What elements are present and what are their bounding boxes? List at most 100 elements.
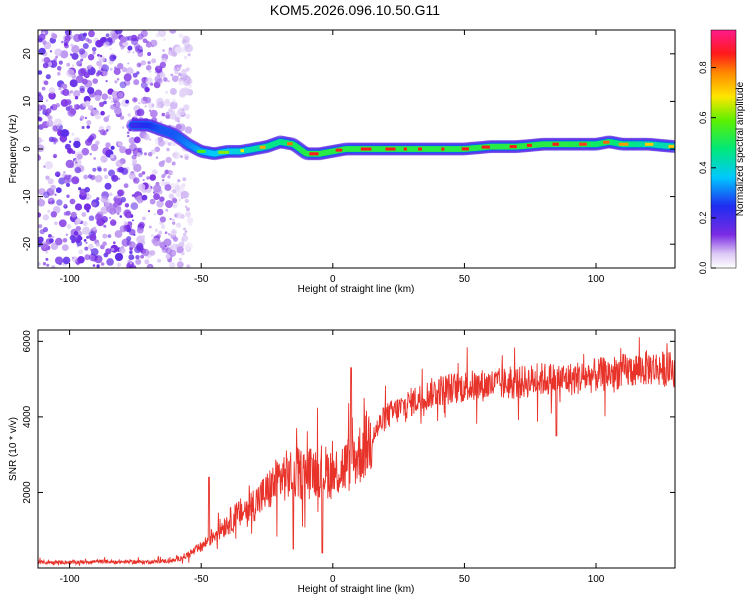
noise-point bbox=[146, 263, 154, 268]
noise-point bbox=[38, 144, 45, 153]
noise-point bbox=[123, 220, 129, 226]
noise-point bbox=[147, 52, 152, 56]
noise-point bbox=[159, 241, 167, 249]
noise-point bbox=[171, 190, 174, 192]
noise-point bbox=[137, 33, 144, 40]
noise-point bbox=[91, 201, 97, 207]
noise-point bbox=[55, 237, 63, 246]
noise-point bbox=[88, 243, 94, 250]
noise-point bbox=[80, 115, 85, 120]
x-tick-label: 50 bbox=[459, 274, 471, 285]
noise-point bbox=[117, 92, 124, 98]
noise-point bbox=[175, 222, 182, 228]
noise-point bbox=[67, 108, 76, 117]
snr-series-line bbox=[38, 337, 675, 566]
colorbar-tick-label: 0.8 bbox=[698, 61, 708, 74]
noise-point bbox=[75, 75, 84, 84]
noise-point bbox=[159, 72, 166, 79]
noise-point bbox=[183, 55, 188, 60]
noise-point bbox=[167, 79, 171, 83]
snr-x-label: Height of straight line (km) bbox=[298, 584, 415, 595]
noise-point bbox=[110, 104, 116, 110]
noise-point bbox=[95, 39, 103, 48]
noise-point bbox=[48, 234, 52, 238]
trace-peak bbox=[360, 147, 372, 151]
colorbar-tick-label: 0.2 bbox=[698, 212, 708, 225]
trace-peak bbox=[418, 147, 423, 151]
noise-point bbox=[56, 65, 62, 71]
noise-point bbox=[112, 241, 116, 245]
noise-point bbox=[156, 200, 164, 208]
noise-point bbox=[94, 89, 103, 97]
noise-point bbox=[45, 74, 51, 80]
noise-point bbox=[130, 202, 139, 210]
noise-point bbox=[102, 241, 107, 246]
noise-point bbox=[140, 81, 148, 89]
noise-point bbox=[75, 218, 82, 225]
noise-point bbox=[45, 250, 49, 254]
noise-point bbox=[56, 199, 63, 206]
trace-peak bbox=[403, 147, 407, 151]
noise-point bbox=[125, 148, 132, 155]
noise-point bbox=[70, 211, 77, 218]
noise-point bbox=[143, 133, 150, 141]
noise-point bbox=[71, 256, 74, 259]
noise-point bbox=[73, 158, 82, 167]
noise-point bbox=[97, 53, 100, 57]
noise-point bbox=[187, 53, 191, 57]
noise-point bbox=[172, 189, 177, 194]
noise-point bbox=[102, 233, 108, 239]
noise-point bbox=[149, 198, 156, 205]
noise-point bbox=[38, 199, 46, 207]
noise-point bbox=[109, 54, 116, 62]
noise-point bbox=[55, 187, 62, 194]
noise-point bbox=[94, 94, 101, 102]
noise-point bbox=[38, 104, 43, 112]
noise-point bbox=[78, 236, 83, 241]
x-tick-label: 0 bbox=[330, 574, 336, 585]
y-tick-label: 4000 bbox=[22, 405, 33, 428]
noise-point bbox=[175, 211, 183, 219]
noise-point bbox=[181, 251, 185, 256]
noise-point bbox=[83, 239, 87, 242]
noise-point bbox=[136, 152, 142, 157]
noise-point bbox=[63, 178, 69, 184]
noise-point bbox=[45, 175, 50, 180]
trace-peak bbox=[441, 147, 445, 151]
noise-point bbox=[131, 219, 134, 222]
noise-point bbox=[162, 49, 166, 52]
noise-point bbox=[169, 217, 172, 221]
noise-point bbox=[73, 104, 78, 108]
noise-point bbox=[115, 159, 124, 168]
y-tick-label: 2000 bbox=[22, 481, 33, 504]
noise-point bbox=[153, 193, 161, 201]
trace-peak bbox=[197, 149, 206, 153]
noise-point bbox=[73, 140, 81, 149]
trace-peak bbox=[287, 142, 293, 146]
noise-point bbox=[177, 107, 186, 116]
noise-point bbox=[48, 92, 56, 100]
noise-point bbox=[132, 97, 138, 103]
noise-point bbox=[123, 73, 132, 82]
noise-point bbox=[51, 235, 55, 239]
y-tick-label: -20 bbox=[22, 237, 33, 252]
noise-point bbox=[151, 58, 157, 64]
noise-point bbox=[38, 236, 44, 243]
noise-point bbox=[102, 70, 108, 77]
noise-point bbox=[134, 109, 142, 117]
noise-point bbox=[129, 265, 133, 268]
colorbar-label: Normalized spectral amplitude bbox=[735, 81, 746, 216]
noise-point bbox=[38, 262, 41, 266]
noise-point bbox=[146, 176, 150, 180]
noise-point bbox=[93, 157, 97, 160]
noise-point bbox=[51, 265, 56, 268]
noise-point bbox=[151, 238, 158, 244]
noise-point bbox=[83, 32, 87, 37]
noise-point bbox=[172, 221, 176, 225]
noise-point bbox=[113, 205, 122, 214]
noise-point bbox=[155, 156, 159, 159]
noise-point bbox=[144, 105, 147, 108]
noise-point bbox=[88, 215, 95, 221]
noise-point bbox=[181, 241, 185, 245]
noise-point bbox=[48, 87, 56, 94]
